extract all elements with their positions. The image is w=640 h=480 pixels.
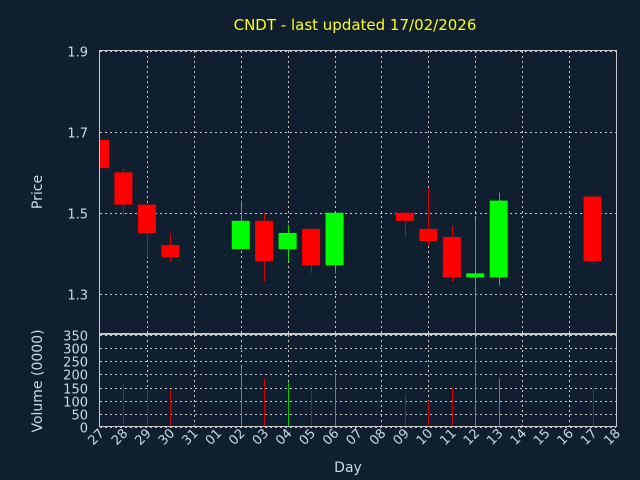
x-tick-label: 12 bbox=[461, 426, 483, 448]
candle bbox=[255, 212, 274, 282]
x-tick-label: 31 bbox=[179, 426, 201, 448]
candle bbox=[419, 188, 438, 246]
x-tick-labels: 27 28 29 30 31 01 02 03 04 05 06 07 08 09 10 11 12 13 14 15… bbox=[86, 426, 624, 448]
volume-plot-frame bbox=[99, 334, 617, 427]
candle-body bbox=[100, 139, 109, 169]
volume-tick-label: 250 bbox=[63, 356, 88, 371]
candle-body bbox=[325, 212, 344, 266]
price-tick-label: 1.5 bbox=[67, 208, 88, 223]
candle bbox=[489, 192, 508, 286]
candle bbox=[325, 212, 344, 274]
candle-body bbox=[395, 212, 414, 221]
candle-body bbox=[231, 220, 250, 250]
x-tick-label: 11 bbox=[437, 426, 459, 448]
price-plot-frame bbox=[99, 50, 617, 334]
candle bbox=[231, 200, 250, 250]
x-tick-label: 04 bbox=[273, 426, 295, 448]
x-tick-label: 14 bbox=[508, 426, 530, 448]
candle-body bbox=[466, 273, 485, 278]
x-tick-label: 13 bbox=[484, 426, 506, 448]
volume-tick-label: 300 bbox=[63, 343, 88, 358]
candle bbox=[137, 204, 156, 258]
candle bbox=[100, 139, 109, 169]
price-candles bbox=[100, 139, 602, 343]
volume-tick-label: 150 bbox=[63, 383, 88, 398]
volume-axis-label: Volume (0000) bbox=[30, 329, 46, 432]
price-grid: 1.9 1.7 1.5 1.3 bbox=[67, 46, 616, 334]
x-tick-label: 06 bbox=[320, 426, 342, 448]
candle-body bbox=[442, 236, 461, 278]
volume-tick-label: 200 bbox=[63, 369, 88, 384]
x-tick-label: 27 bbox=[86, 426, 108, 448]
x-tick-label: 01 bbox=[203, 426, 225, 448]
x-tick-label: 18 bbox=[602, 426, 624, 448]
candle-body bbox=[583, 196, 602, 262]
candle bbox=[114, 168, 133, 217]
price-axis-label: Price bbox=[30, 175, 46, 209]
day-axis-label: Day bbox=[334, 460, 362, 476]
x-tick-label: 05 bbox=[297, 426, 319, 448]
candle-body bbox=[489, 200, 508, 278]
price-tick-label: 1.9 bbox=[67, 46, 88, 61]
volume-bars bbox=[123, 337, 594, 427]
x-tick-label: 07 bbox=[344, 426, 366, 448]
x-tick-label: 03 bbox=[250, 426, 272, 448]
x-tick-label: 08 bbox=[367, 426, 389, 448]
candle-body bbox=[161, 245, 180, 258]
volume-tick-label: 0 bbox=[80, 422, 88, 437]
x-tick-label: 10 bbox=[414, 426, 436, 448]
candle-body bbox=[137, 204, 156, 233]
volume-tick-label: 100 bbox=[63, 396, 88, 411]
x-tick-label: 17 bbox=[578, 426, 600, 448]
x-tick-label: 29 bbox=[132, 426, 154, 448]
price-tick-label: 1.3 bbox=[67, 289, 88, 304]
x-tick-label: 02 bbox=[226, 426, 248, 448]
x-tick-label: 30 bbox=[156, 426, 178, 448]
candle-body bbox=[255, 220, 274, 262]
candle bbox=[278, 224, 297, 262]
candle bbox=[302, 228, 321, 274]
candle bbox=[161, 232, 180, 262]
x-tick-label: 15 bbox=[531, 426, 553, 448]
candle bbox=[466, 216, 485, 343]
candle bbox=[395, 212, 414, 237]
x-tick-label: 28 bbox=[109, 426, 131, 448]
candle bbox=[583, 196, 602, 266]
x-tick-label: 09 bbox=[390, 426, 412, 448]
volume-tick-label: 350 bbox=[63, 330, 88, 345]
candle-body bbox=[302, 228, 321, 266]
chart-title: CNDT - last updated 17/02/2026 bbox=[234, 16, 477, 34]
x-tick-label: 16 bbox=[555, 426, 577, 448]
candle-body bbox=[278, 232, 297, 250]
candle-body bbox=[114, 172, 133, 205]
price-tick-label: 1.7 bbox=[67, 127, 88, 142]
candle-body bbox=[419, 228, 438, 242]
volume-tick-label: 50 bbox=[71, 409, 88, 424]
candle bbox=[442, 224, 461, 282]
